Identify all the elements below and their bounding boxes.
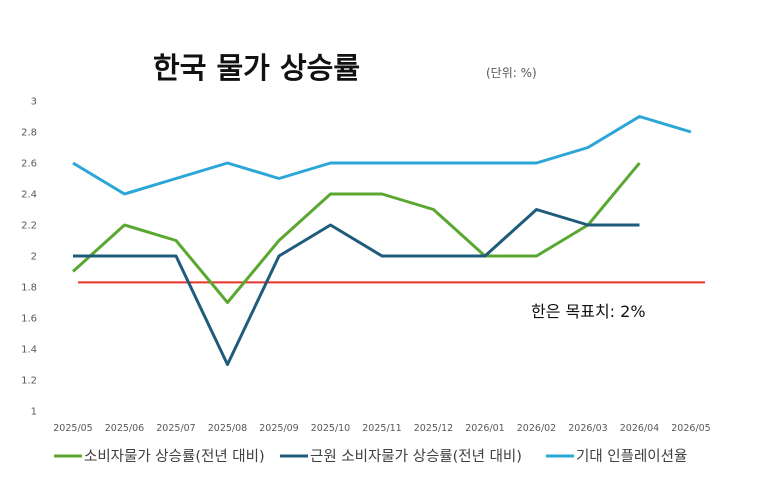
x-tick-label: 2025/12 [414,423,453,434]
x-tick-label: 2025/10 [311,423,350,434]
y-tick-label: 2.2 [21,221,37,232]
x-tick-label: 2026/03 [568,423,607,434]
y-tick-label: 1 [31,407,37,418]
legend-label: 근원 소비자물가 상승률(전년 대비) [310,448,522,465]
x-tick-label: 2026/02 [517,423,556,434]
x-axis: 2025/05 2025/06 2025/07 2025/08 2025/09 2025/… [53,423,710,434]
y-tick-label: 2.4 [21,190,37,201]
y-tick-label: 1.2 [21,376,37,387]
x-tick-label: 2026/05 [671,423,710,434]
y-tick-label: 1.8 [21,283,37,294]
y-tick-label: 1.4 [21,345,37,356]
target-annotation: 한은 목표치: 2% [531,302,646,321]
legend-label: 기대 인플레이션율 [576,448,687,465]
y-tick-label: 2.8 [21,128,37,139]
legend-label: 소비자물가 상승률(전년 대비) [84,448,265,465]
y-axis: 1 1.2 1.4 1.6 1.8 2 2.2 2.4 2.6 2.8 3 [21,97,37,418]
series-line-1 [71,162,641,304]
x-tick-label: 2025/11 [362,423,401,434]
x-tick-label: 2026/01 [465,423,504,434]
x-tick-label: 2026/04 [620,423,659,434]
y-tick-label: 1.6 [21,314,37,325]
y-tick-label: 2.6 [21,159,37,170]
chart-unit-label: (단위: %) [486,66,537,80]
x-tick-label: 2025/08 [208,423,247,434]
x-tick-label: 2025/06 [105,423,144,434]
x-tick-label: 2025/07 [156,423,195,434]
legend: 소비자물가 상승률(전년 대비) 근원 소비자물가 상승률(전년 대비) 기대 인플… [54,448,687,465]
x-tick-label: 2025/09 [259,423,298,434]
y-tick-label: 3 [31,97,37,108]
y-tick-label: 2 [31,252,37,263]
chart-title: 한국 물가 상승률 [153,51,360,85]
x-tick-label: 2025/05 [53,423,92,434]
series-group [71,115,692,366]
series-line-3 [72,115,692,196]
series-line-2 [73,208,640,366]
